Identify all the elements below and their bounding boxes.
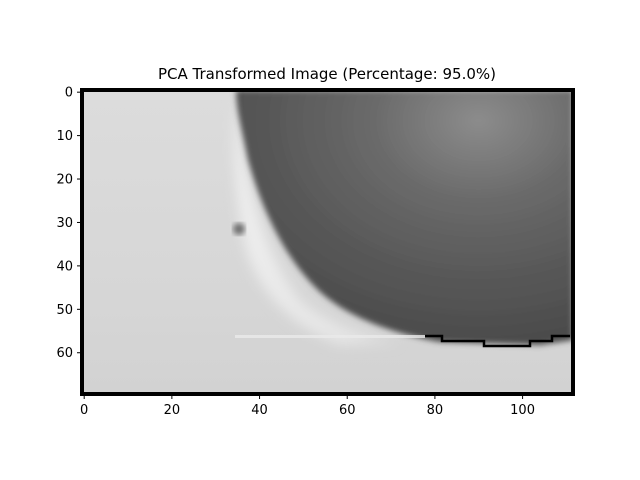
y-tick-label: 60 <box>56 346 73 361</box>
y-tick-label: 50 <box>56 303 73 318</box>
y-tick-label: 30 <box>56 216 73 231</box>
x-tick-label: 100 <box>510 403 535 418</box>
x-tick-label: 40 <box>251 403 268 418</box>
chart-title: PCA Transformed Image (Percentage: 95.0%… <box>158 65 496 83</box>
x-tick-label: 80 <box>427 403 444 418</box>
pca-image <box>82 90 573 394</box>
image-light-band <box>234 95 400 345</box>
x-tick-label: 60 <box>339 403 356 418</box>
image-dark-spot <box>233 223 245 235</box>
x-axis: 0 20 40 60 80 100 <box>80 394 535 418</box>
image-bottom-edge <box>425 334 570 348</box>
y-tick-label: 40 <box>56 259 73 274</box>
y-axis: 0 10 20 30 40 50 60 <box>56 86 82 361</box>
image-horizontal-streak <box>235 335 425 338</box>
y-tick-label: 10 <box>56 129 73 144</box>
y-tick-label: 0 <box>65 86 73 101</box>
y-tick-label: 20 <box>56 173 73 188</box>
image-dark-region <box>236 90 573 345</box>
plot-frame <box>80 88 575 396</box>
x-tick-label: 20 <box>164 403 181 418</box>
x-tick-label: 0 <box>80 403 88 418</box>
